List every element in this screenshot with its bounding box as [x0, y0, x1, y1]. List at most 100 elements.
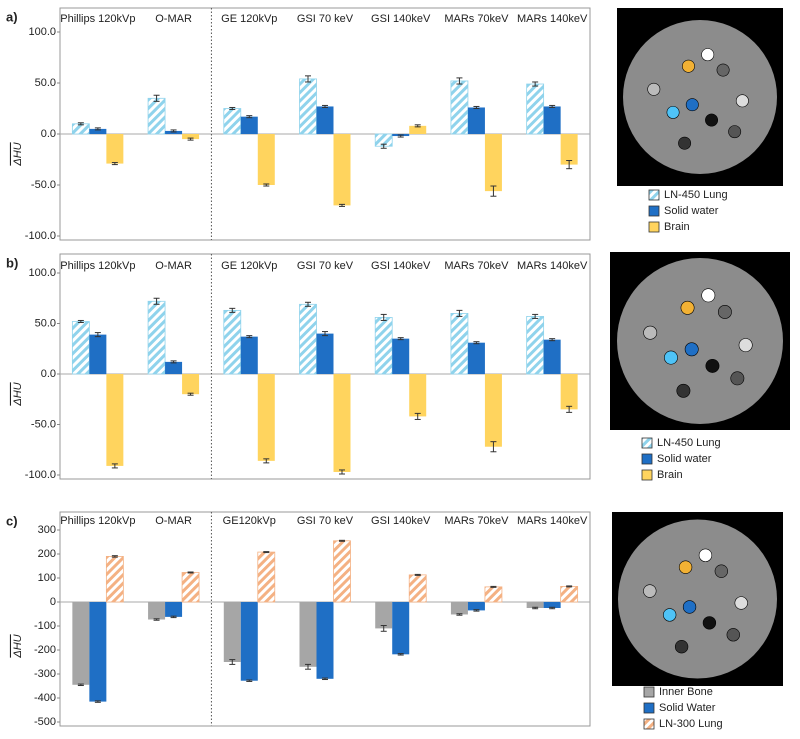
error-bar — [263, 183, 270, 187]
category-label: O-MAR — [155, 515, 192, 527]
error-bar — [566, 405, 573, 413]
category-label: Phillips 120kVp — [60, 515, 135, 527]
error-bar — [246, 335, 253, 339]
error-bar — [229, 106, 236, 111]
y-tick-label: 50.0 — [35, 77, 56, 89]
bar — [484, 586, 503, 603]
bar — [316, 333, 334, 374]
y-tick-label: -200 — [34, 644, 56, 656]
bar — [526, 83, 545, 135]
bar — [333, 134, 351, 206]
bar — [299, 303, 317, 375]
bar — [89, 334, 107, 374]
error-bar — [414, 412, 421, 420]
category-label: Phillips 120kVp — [60, 13, 135, 25]
bar — [165, 361, 183, 374]
legend-swatch — [648, 221, 660, 233]
error-bar — [549, 606, 556, 610]
bar — [223, 309, 242, 375]
y-tick-label: -50.0 — [31, 179, 56, 191]
category-label: GSI 70 keV — [297, 13, 354, 25]
bar — [181, 572, 200, 603]
ct-image — [617, 8, 783, 186]
error-bar — [397, 337, 404, 341]
bar — [543, 339, 561, 374]
category-label: MARs 70keV — [444, 515, 509, 527]
bar — [409, 125, 427, 134]
category-label: O-MAR — [155, 260, 192, 272]
bar — [467, 602, 485, 611]
bar — [450, 80, 469, 135]
bar — [450, 312, 469, 375]
category-label: MARs 140keV — [517, 515, 588, 527]
bar — [89, 128, 107, 134]
category-label: GSI 140keV — [371, 260, 431, 272]
error-bar — [456, 77, 463, 85]
y-tick-label: 200 — [38, 548, 56, 560]
bar — [543, 106, 561, 134]
bar — [299, 78, 317, 135]
error-bar — [339, 203, 345, 207]
legend-label: Solid Water — [659, 702, 716, 714]
y-axis-title: ΔHU — [12, 142, 24, 166]
error-bar — [549, 104, 556, 108]
plot-frame — [59, 253, 591, 480]
error-bar — [380, 625, 387, 632]
legend-swatch — [641, 437, 653, 449]
legend-swatch — [643, 702, 655, 714]
bar — [147, 300, 166, 375]
error-bar — [246, 679, 253, 682]
y-tick-label: -100.0 — [25, 469, 56, 481]
bar — [484, 134, 502, 192]
bar — [105, 556, 124, 603]
y-axis-title: ΔHU — [12, 634, 24, 658]
category-label: GSI 70 keV — [297, 260, 354, 272]
bar — [147, 97, 166, 135]
error-bar — [153, 618, 160, 621]
error-bar — [170, 615, 177, 619]
bar — [560, 134, 578, 165]
error-bar — [339, 469, 345, 475]
error-bar — [456, 613, 463, 616]
error-bar — [77, 319, 84, 323]
error-bar — [77, 683, 84, 687]
legend-label: LN-450 Lung — [664, 189, 728, 201]
legend-swatch — [643, 686, 655, 698]
plot-frame — [59, 7, 591, 241]
category-label: GE 120kVp — [221, 13, 277, 25]
category-label: MARs 70keV — [444, 13, 509, 25]
bar — [148, 602, 166, 620]
error-bar — [473, 105, 480, 109]
bar — [333, 540, 351, 603]
bar — [333, 374, 351, 472]
bar — [257, 551, 276, 603]
error-bar — [305, 663, 311, 670]
error-bar — [532, 313, 539, 319]
category-label: GSI 140keV — [371, 13, 431, 25]
error-bar — [94, 700, 101, 703]
legend-label: Brain — [664, 221, 690, 233]
legend-swatch — [641, 469, 653, 481]
error-bar — [170, 129, 177, 133]
legend-label: Solid water — [664, 205, 719, 217]
category-label: Phillips 120kVp — [60, 260, 135, 272]
bar — [240, 336, 258, 374]
legend-swatch — [643, 718, 655, 730]
error-bar — [322, 331, 328, 337]
y-tick-label: 100 — [38, 572, 56, 584]
bar — [316, 602, 334, 679]
legend-label: Solid water — [657, 453, 712, 465]
error-bar — [111, 555, 118, 558]
error-bar — [187, 392, 194, 396]
bar — [240, 602, 258, 681]
bar — [106, 374, 124, 466]
error-bar — [170, 360, 177, 364]
panel-label: b) — [6, 255, 18, 270]
category-label: MARs 140keV — [517, 260, 588, 272]
error-bar — [490, 585, 497, 588]
bar — [223, 108, 242, 135]
bar — [467, 342, 485, 374]
y-axis-title: ΔHU — [12, 382, 24, 406]
error-bar — [153, 94, 160, 102]
y-tick-label: 0.0 — [41, 368, 56, 380]
